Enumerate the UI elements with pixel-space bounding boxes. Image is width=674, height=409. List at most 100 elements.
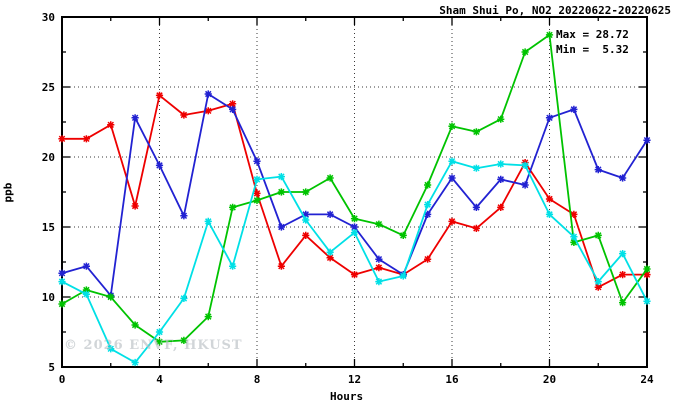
y-tick-label: 20 — [42, 151, 55, 164]
x-tick-label: 4 — [156, 373, 163, 386]
marker-green — [424, 181, 432, 189]
legend-max-label: Max = 28.72 — [556, 28, 629, 41]
marker-cyan — [277, 173, 285, 181]
marker-blue — [594, 166, 602, 174]
marker-cyan — [643, 297, 651, 305]
marker-blue — [58, 269, 66, 277]
marker-cyan — [82, 290, 90, 298]
marker-blue — [302, 210, 310, 218]
marker-green — [497, 115, 505, 123]
marker-blue — [326, 210, 334, 218]
x-tick-label: 0 — [59, 373, 66, 386]
series-line-green — [61, 34, 648, 343]
marker-cyan — [131, 358, 139, 367]
marker-cyan — [326, 248, 334, 256]
marker-red — [594, 283, 602, 291]
y-tick-label: 30 — [42, 11, 55, 24]
marker-green — [619, 299, 627, 307]
marker-red — [545, 195, 554, 203]
marker-cyan — [594, 278, 602, 286]
marker-cyan — [180, 294, 188, 302]
marker-red — [253, 189, 261, 197]
marker-green — [375, 220, 383, 228]
marker-green — [180, 336, 188, 344]
marker-cyan — [375, 278, 383, 286]
x-tick-label: 8 — [254, 373, 261, 386]
x-tick-label: 20 — [543, 373, 556, 386]
marker-blue — [545, 114, 554, 122]
marker-red — [180, 111, 188, 119]
marker-cyan — [204, 217, 212, 225]
marker-red — [350, 271, 359, 279]
marker-green — [448, 122, 456, 130]
marker-blue — [375, 255, 383, 263]
marker-green — [570, 238, 578, 246]
marker-blue — [204, 90, 212, 98]
marker-red — [472, 224, 480, 232]
marker-red — [570, 210, 578, 218]
marker-red — [448, 217, 456, 225]
marker-green — [229, 203, 237, 211]
marker-cyan — [302, 216, 310, 224]
marker-cyan — [472, 164, 480, 172]
x-tick-label: 12 — [348, 373, 361, 386]
marker-cyan — [155, 328, 164, 336]
x-tick-label: 24 — [640, 373, 654, 386]
marker-cyan — [448, 157, 456, 165]
marker-green — [545, 31, 554, 39]
legend-min-label: Min = 5.32 — [556, 43, 629, 56]
marker-red — [204, 107, 212, 115]
marker-cyan — [253, 175, 261, 183]
marker-green — [350, 215, 359, 223]
marker-blue — [155, 161, 164, 169]
marker-blue — [643, 136, 651, 144]
marker-blue — [448, 174, 456, 182]
x-tick-label: 16 — [445, 373, 459, 386]
marker-green — [521, 48, 529, 56]
y-tick-label: 10 — [42, 291, 55, 304]
marker-cyan — [350, 229, 359, 237]
chart-title: Sham Shui Po, NO2 20220622-20220625 — [439, 4, 671, 17]
marker-red — [302, 231, 310, 239]
marker-blue — [253, 157, 261, 165]
marker-green — [277, 188, 285, 196]
marker-cyan — [570, 233, 578, 241]
marker-green — [302, 188, 310, 196]
marker-green — [594, 231, 602, 239]
marker-red — [155, 91, 164, 99]
y-tick-label: 15 — [42, 221, 55, 234]
marker-blue — [497, 175, 505, 183]
y-axis-label: ppb — [1, 182, 15, 203]
marker-red — [58, 135, 66, 143]
marker-green — [472, 128, 480, 136]
marker-green — [107, 293, 115, 301]
marker-blue — [472, 203, 480, 211]
marker-red — [497, 203, 505, 211]
marker-red — [107, 121, 115, 129]
marker-green — [326, 174, 334, 182]
marker-blue — [131, 114, 139, 122]
marker-cyan — [545, 210, 554, 218]
marker-cyan — [521, 161, 529, 169]
marker-red — [131, 202, 139, 210]
marker-red — [326, 254, 334, 262]
marker-blue — [180, 212, 188, 220]
marker-green — [155, 338, 164, 346]
marker-blue — [277, 223, 285, 231]
marker-green — [58, 300, 66, 308]
marker-cyan — [229, 262, 237, 270]
marker-green — [82, 286, 90, 294]
marker-blue — [350, 223, 359, 231]
marker-red — [619, 271, 627, 279]
marker-cyan — [399, 272, 407, 280]
marker-blue — [424, 210, 432, 218]
marker-red — [277, 262, 285, 270]
minmax-legend: Max = 28.72 Min = 5.32 — [556, 27, 629, 57]
marker-green — [204, 313, 212, 321]
marker-blue — [619, 174, 627, 182]
watermark-text: © 2026 ENVF, HKUST — [64, 338, 243, 353]
marker-blue — [82, 262, 90, 270]
marker-red — [643, 271, 651, 279]
